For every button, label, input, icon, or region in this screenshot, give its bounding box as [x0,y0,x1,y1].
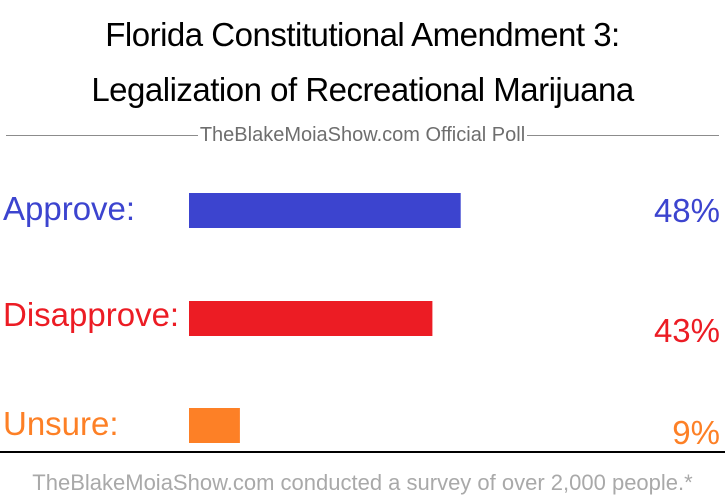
bar [189,301,433,336]
chart-title-line-2: Legalization of Recreational Marijuana [91,71,634,108]
subtitle-rule-left [6,134,198,136]
bar [189,408,240,443]
bar [189,193,461,228]
chart-footnote: TheBlakeMoiaShow.com conducted a survey … [32,470,693,495]
subtitle-row: TheBlakeMoiaShow.com Official Poll [6,123,719,147]
category-label: Approve: [3,190,135,227]
category-label: Unsure: [3,405,119,442]
value-label: 9% [672,414,720,451]
subtitle-rule-right [527,134,719,136]
chart-subtitle: TheBlakeMoiaShow.com Official Poll [199,123,526,146]
chart-title-line-1: Florida Constitutional Amendment 3: [105,16,620,53]
category-label: Disapprove: [3,296,179,333]
value-label: 43% [654,312,720,349]
value-label: 48% [654,192,720,229]
